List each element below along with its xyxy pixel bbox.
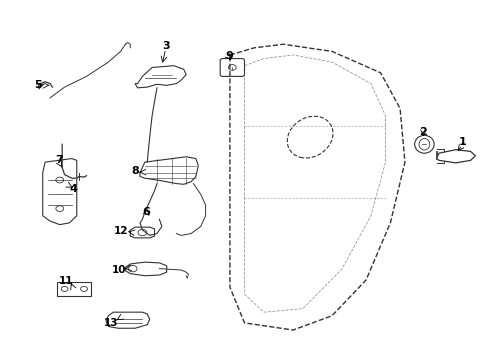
Circle shape [138,229,146,236]
Polygon shape [42,158,77,225]
Polygon shape [57,282,91,296]
Text: 7: 7 [55,156,62,165]
FancyBboxPatch shape [220,59,244,76]
Text: 10: 10 [112,265,126,275]
Text: 12: 12 [114,226,128,236]
Polygon shape [125,262,166,276]
Text: 4: 4 [69,184,77,194]
Ellipse shape [414,135,433,153]
Polygon shape [106,312,149,328]
Text: 13: 13 [103,318,118,328]
Polygon shape [135,66,186,88]
Polygon shape [140,157,198,184]
Text: 1: 1 [458,138,465,148]
Text: 8: 8 [131,166,139,176]
Text: 5: 5 [34,80,41,90]
Polygon shape [436,150,474,163]
Polygon shape [130,227,154,238]
Text: 3: 3 [162,41,169,51]
Text: 9: 9 [224,51,232,61]
Text: 11: 11 [59,276,73,286]
Text: 6: 6 [142,207,150,217]
Text: 2: 2 [419,127,427,137]
